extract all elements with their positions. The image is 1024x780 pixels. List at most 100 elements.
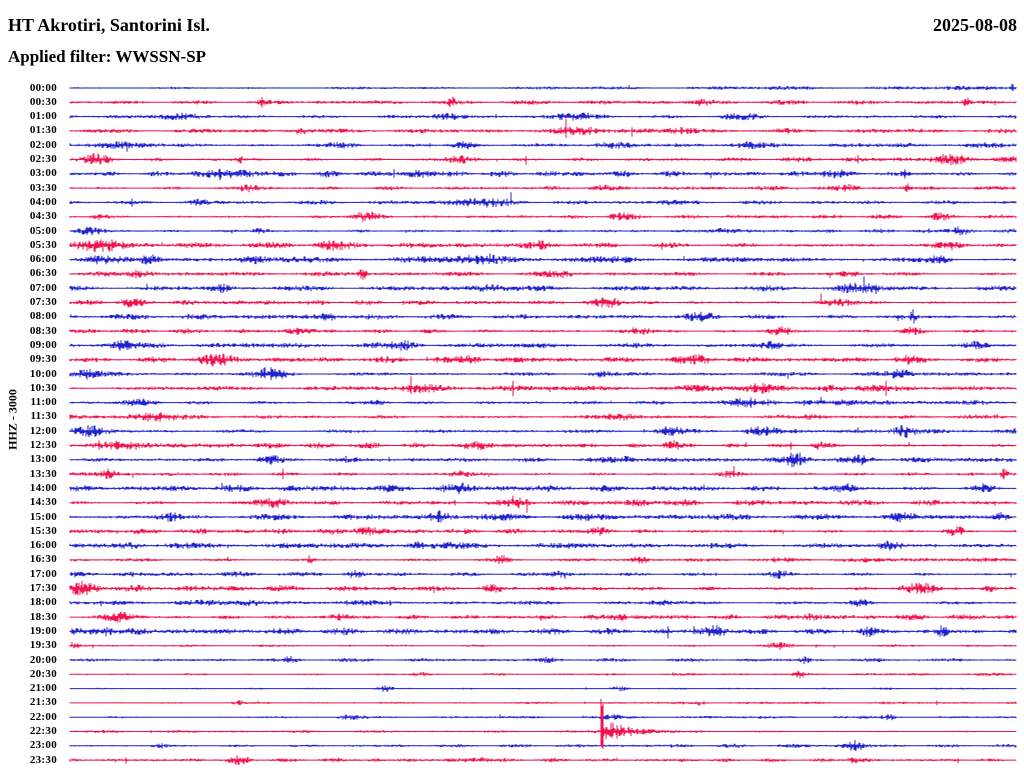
trace-row-0800 — [69, 309, 1017, 324]
time-label-2130: 21:30 — [29, 696, 57, 709]
trace-row-1130 — [69, 412, 1017, 422]
time-label-0100: 01:00 — [29, 110, 57, 123]
trace-row-2030 — [69, 670, 1017, 679]
time-label-1630: 16:30 — [29, 553, 57, 566]
trace-row-2100 — [69, 685, 1017, 692]
time-label-0830: 08:30 — [29, 324, 57, 337]
time-label-1400: 14:00 — [29, 481, 57, 494]
time-label-0330: 03:30 — [29, 181, 57, 194]
trace-row-1630 — [69, 555, 1017, 565]
time-label-0200: 02:00 — [29, 138, 57, 151]
time-label-0930: 09:30 — [29, 353, 57, 366]
time-label-2100: 21:00 — [29, 682, 57, 695]
time-label-0500: 05:00 — [29, 224, 57, 237]
time-label-1730: 17:30 — [29, 582, 57, 594]
time-label-1600: 16:00 — [29, 539, 57, 552]
time-label-2200: 22:00 — [29, 710, 57, 723]
time-label-0800: 08:00 — [29, 310, 57, 323]
time-label-1500: 15:00 — [29, 510, 57, 523]
time-label-1430: 14:30 — [29, 496, 57, 509]
trace-row-1300 — [69, 452, 1017, 468]
trace-row-2300 — [69, 740, 1017, 751]
time-label-1700: 17:00 — [29, 567, 57, 580]
trace-row-1530 — [69, 526, 1017, 536]
trace-row-0200 — [69, 141, 1017, 152]
trace-row-1100 — [69, 397, 1017, 408]
time-label-0300: 03:00 — [29, 167, 57, 180]
trace-row-0630 — [69, 269, 1017, 280]
filter-label: Applied filter: WWSSN-SP — [8, 47, 207, 66]
time-label-1230: 12:30 — [29, 439, 57, 451]
time-label-1800: 18:00 — [29, 596, 57, 609]
time-label-1100: 11:00 — [30, 396, 57, 409]
time-label-1200: 12:00 — [29, 424, 57, 437]
time-label-0130: 01:30 — [29, 124, 57, 137]
time-label-2300: 23:00 — [29, 739, 57, 752]
time-label-0000: 00:00 — [29, 81, 57, 94]
trace-row-1800 — [69, 599, 1017, 607]
trace-row-1330 — [69, 465, 1017, 480]
time-label-1830: 18:30 — [29, 610, 57, 623]
trace-row-2130 — [69, 700, 1017, 706]
time-label-1000: 10:00 — [29, 367, 57, 380]
time-label-1330: 13:30 — [29, 467, 57, 480]
trace-row-0530 — [69, 239, 1017, 253]
trace-row-1700 — [69, 569, 1017, 579]
trace-row-0430 — [69, 211, 1017, 222]
time-label-0700: 07:00 — [29, 281, 57, 294]
trace-row-1900 — [69, 625, 1017, 639]
time-label-2000: 20:00 — [29, 653, 57, 666]
trace-row-1600 — [69, 540, 1017, 551]
trace-row-0230 — [69, 153, 1017, 165]
date-label: 2025-08-08 — [933, 15, 1017, 35]
time-label-1900: 19:00 — [29, 624, 57, 637]
trace-row-0730 — [69, 293, 1017, 308]
time-label-0600: 06:00 — [29, 253, 57, 266]
trace-row-0500 — [69, 226, 1017, 236]
trace-row-0600 — [69, 253, 1017, 265]
trace-row-2330 — [69, 755, 1017, 765]
time-label-0430: 04:30 — [29, 210, 57, 223]
station-title: HT Akrotiri, Santorini Isl. — [8, 15, 210, 35]
trace-row-0700 — [69, 276, 1017, 295]
trace-row-0900 — [69, 340, 1017, 351]
time-label-2230: 22:30 — [29, 725, 57, 737]
trace-row-1500 — [69, 510, 1017, 523]
time-label-0230: 02:30 — [29, 153, 57, 165]
trace-row-0330 — [69, 183, 1017, 193]
time-label-2330: 23:30 — [29, 753, 57, 766]
trace-row-0000 — [69, 83, 1017, 92]
trace-row-1230 — [69, 440, 1017, 450]
trace-row-1730 — [69, 580, 1017, 596]
time-label-0030: 00:30 — [29, 95, 57, 108]
trace-row-1200 — [69, 425, 1017, 438]
trace-row-2200 — [69, 714, 1017, 721]
time-axis-labels: 00:00 00:30 01:00 01:30 02:00 02:30 03:00 03:30… — [0, 0, 58, 780]
time-label-2030: 20:30 — [29, 667, 57, 680]
trace-row-2000 — [69, 656, 1017, 664]
trace-row-1830 — [69, 611, 1017, 623]
time-label-1530: 15:30 — [29, 524, 57, 537]
trace-row-0100 — [69, 112, 1017, 121]
trace-row-2230 — [69, 699, 1017, 749]
time-label-1030: 10:30 — [29, 381, 57, 394]
time-label-0530: 05:30 — [29, 238, 57, 251]
trace-row-1030 — [69, 376, 1017, 397]
time-label-0630: 06:30 — [29, 267, 57, 280]
trace-row-1430 — [69, 495, 1017, 513]
trace-row-0830 — [69, 326, 1017, 336]
time-label-0400: 04:00 — [29, 195, 57, 208]
trace-row-0300 — [69, 168, 1017, 181]
time-label-1930: 19:30 — [29, 639, 57, 652]
trace-row-0130 — [69, 119, 1017, 138]
trace-row-0930 — [69, 353, 1017, 367]
time-label-0730: 07:30 — [29, 296, 57, 308]
trace-row-1000 — [69, 367, 1017, 381]
time-label-0900: 09:00 — [29, 338, 57, 351]
trace-row-0400 — [69, 192, 1017, 208]
time-label-1130: 11:30 — [30, 410, 57, 423]
trace-row-1930 — [69, 642, 1017, 650]
trace-row-1400 — [69, 482, 1017, 495]
trace-row-0030 — [69, 96, 1017, 108]
